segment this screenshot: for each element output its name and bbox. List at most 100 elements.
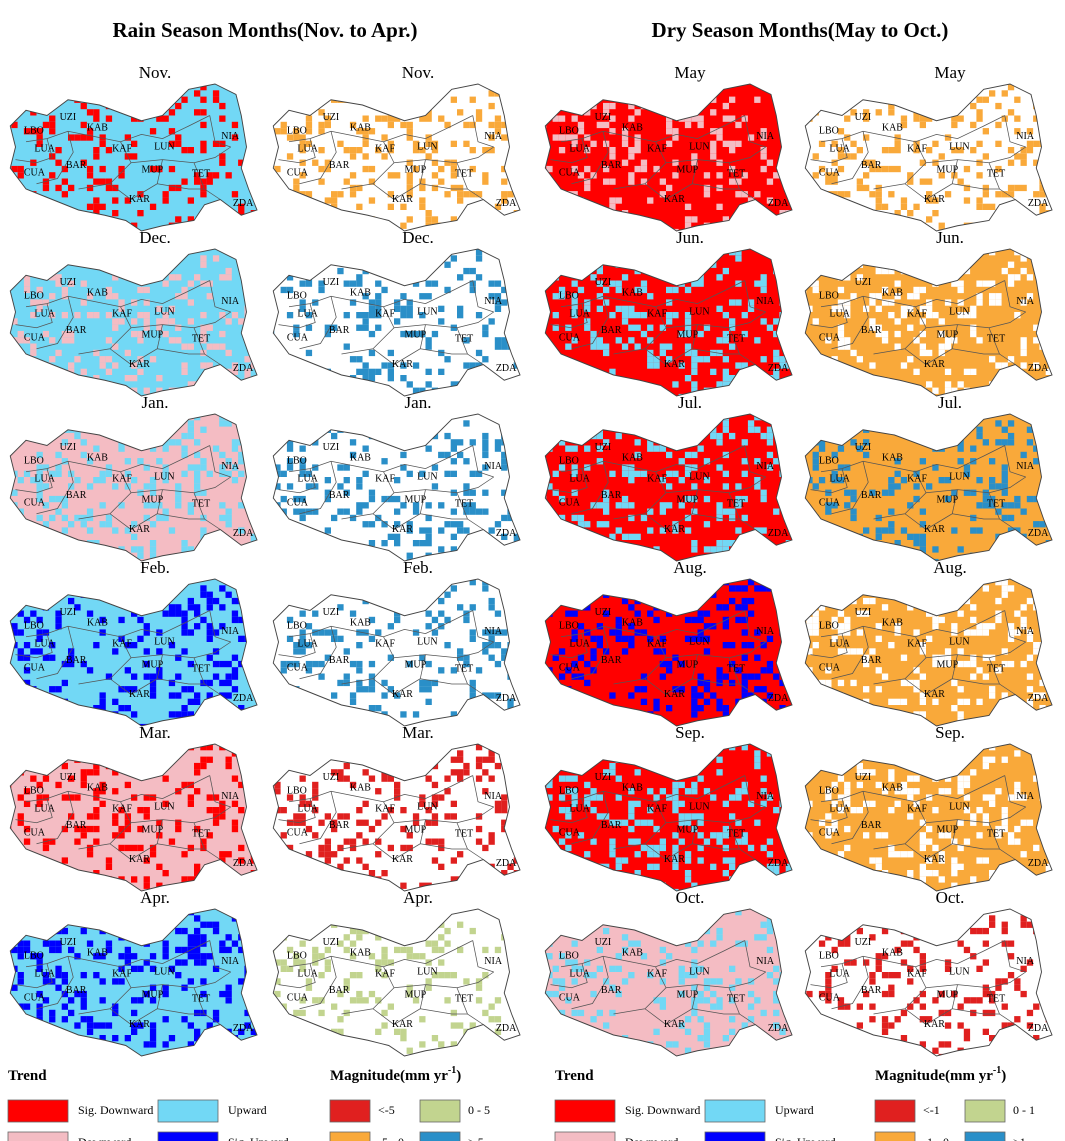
map: LBOUZIKABLUAKAFLUNNIACUABARMUPTETKARZDA [268,249,520,400]
speckle [268,325,274,331]
speckle [312,757,318,763]
speckle [163,318,169,324]
speckle [786,839,792,845]
speckle [832,103,838,109]
speckle [559,985,565,991]
speckle [1046,394,1052,400]
speckle [87,667,93,673]
speckle [735,604,741,610]
speckle [578,1010,584,1016]
speckle [87,509,93,515]
speckle [268,116,274,122]
speckle [761,433,767,439]
speckle [55,471,61,477]
region-label: UZI [323,442,340,453]
speckle [641,820,647,826]
speckle [381,262,387,268]
speckle [597,388,603,394]
speckle [318,864,324,870]
speckle [394,109,400,115]
speckle [251,978,257,984]
speckle [350,420,356,426]
speckle [653,794,659,800]
speckle [11,216,17,222]
speckle [419,427,425,433]
speckle [641,699,647,705]
speckle [188,427,194,433]
speckle [400,845,406,851]
speckle [546,546,552,552]
speckle [300,1010,306,1016]
speckle [188,1048,194,1054]
speckle [976,337,982,343]
speckle [287,262,293,268]
speckle [995,191,1001,197]
speckle [426,611,432,617]
speckle [175,928,181,934]
speckle [200,109,206,115]
speckle [691,452,697,458]
speckle [869,318,875,324]
speckle [735,883,741,889]
speckle [1027,394,1033,400]
speckle [5,262,11,268]
speckle [514,312,520,318]
region-label: KAB [882,287,903,298]
speckle [647,446,653,452]
speckle [786,128,792,134]
map-panel: MayLBOUZIKABLUAKAFLUNNIACUABARMUPTETKARZ… [540,63,792,235]
speckle [238,471,244,477]
speckle [888,483,894,489]
speckle [175,674,181,680]
speckle [87,889,93,895]
speckle [188,299,194,305]
speckle [476,776,482,782]
region-label: ZDA [768,363,789,374]
speckle [274,553,280,559]
speckle [400,122,406,128]
region-label: LBO [559,291,579,302]
speckle [609,559,615,565]
speckle [806,375,812,381]
speckle [729,585,735,591]
speckle [685,870,691,876]
speckle [318,972,324,978]
speckle [813,521,819,527]
speckle [698,281,704,287]
region-label: LUA [569,308,590,319]
speckle [207,325,213,331]
speckle [685,255,691,261]
speckle [647,788,653,794]
speckle [983,128,989,134]
speckle [819,477,825,483]
speckle [609,471,615,477]
speckle [901,116,907,122]
speckle [356,369,362,375]
region-label: LUN [154,471,175,482]
speckle [572,540,578,546]
month-label: Oct. [676,888,705,907]
speckle [710,433,716,439]
speckle [553,889,559,895]
speckle [685,433,691,439]
speckle [698,1035,704,1041]
speckle [268,674,274,680]
speckle [244,160,250,166]
speckle [767,546,773,552]
speckle [369,826,375,832]
speckle [507,490,513,496]
speckle [514,801,520,807]
basin-fill [545,909,792,1056]
speckle [81,776,87,782]
region-label: KAR [392,689,413,700]
region-label: KAB [87,782,108,793]
speckle [207,757,213,763]
speckle [832,375,838,381]
speckle [131,845,137,851]
speckle [426,776,432,782]
speckle [43,883,49,889]
speckle [200,255,206,261]
speckle [546,611,552,617]
speckle [913,534,919,540]
speckle [863,210,869,216]
